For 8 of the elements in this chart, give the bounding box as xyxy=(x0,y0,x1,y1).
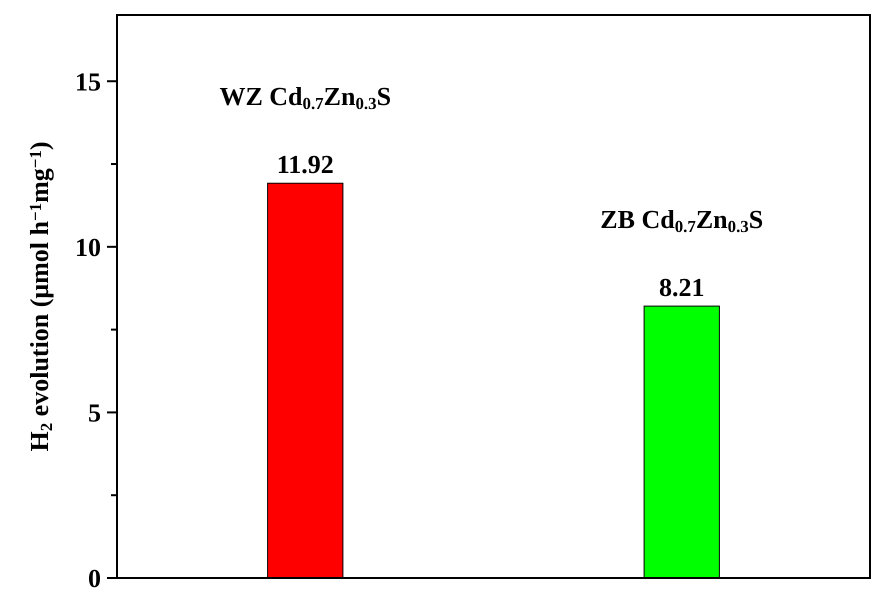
y-tick-label: 5 xyxy=(88,398,101,428)
y-tick-label: 10 xyxy=(75,232,101,262)
y-tick-label: 0 xyxy=(88,564,101,590)
x-tick-label: WZ Cd$_{0.7}$Zn$_{0.3}$S xyxy=(219,82,392,114)
data-label: 8.21 xyxy=(659,273,704,302)
y-tick-label: 15 xyxy=(75,67,101,96)
data-label: 11.92 xyxy=(276,150,334,180)
x-tick-label: ZB Cd$_{0.7}$Zn$_{0.3}$S xyxy=(600,205,764,236)
